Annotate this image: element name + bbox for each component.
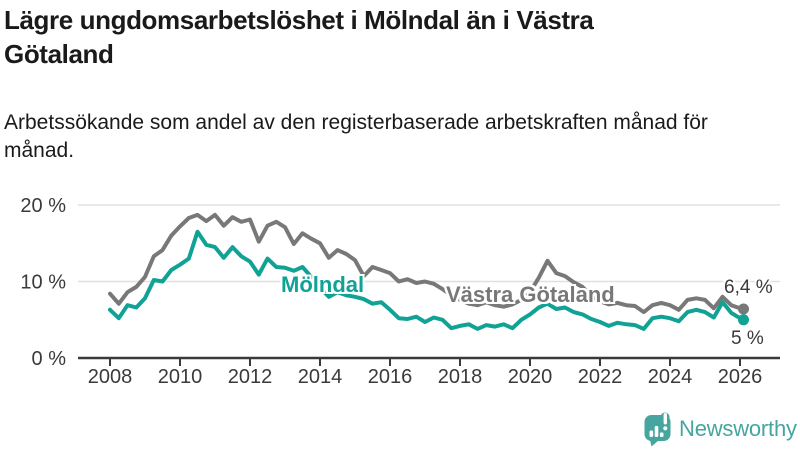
- end-dot-vastra-gotaland: [738, 303, 749, 315]
- end-value-vastra-gotaland: 6,4 %: [724, 277, 773, 298]
- newsworthy-logo[interactable]: Newsworthy: [644, 411, 797, 447]
- end-value-molndal: 5 %: [731, 328, 764, 349]
- y-tick-label: 10 %: [20, 272, 66, 294]
- series-line-molndal: [108, 229, 746, 331]
- axis-tick-labels: 0 % 10 % 20 % 2008 2010 2012 2014 2016 2018 2020 2…: [20, 195, 762, 388]
- x-axis: [78, 356, 780, 366]
- end-dot-molndal: [738, 314, 749, 326]
- x-tick-label: 2024: [648, 366, 693, 388]
- newsworthy-wordmark: Newsworthy: [679, 416, 797, 441]
- x-tick-label: 2020: [508, 366, 553, 388]
- y-tick-label: 20 %: [20, 195, 66, 217]
- bar-chart-speech-bubble-icon: [644, 412, 671, 447]
- x-tick-label: 2012: [228, 366, 273, 388]
- chart-subtitle: Arbetssökande som andel av den registerb…: [4, 111, 708, 162]
- y-tick-label: 0 %: [32, 348, 67, 370]
- x-tick-label: 2026: [718, 366, 763, 388]
- x-tick-label: 2022: [578, 366, 623, 388]
- x-tick-label: 2018: [438, 366, 483, 388]
- series-label-molndal: Mölndal: [281, 272, 365, 297]
- page-title: Lägre ungdomsarbetslöshet i Mölndal än i…: [4, 5, 594, 69]
- x-tick-label: 2014: [298, 366, 343, 388]
- x-tick-label: 2008: [88, 366, 133, 388]
- series-label-vastra-gotaland: Västra Götaland: [446, 282, 615, 307]
- x-tick-label: 2016: [368, 366, 413, 388]
- x-tick-label: 2010: [158, 366, 203, 388]
- gridlines: [78, 204, 780, 283]
- series-line-vastra-gotaland: [108, 212, 746, 315]
